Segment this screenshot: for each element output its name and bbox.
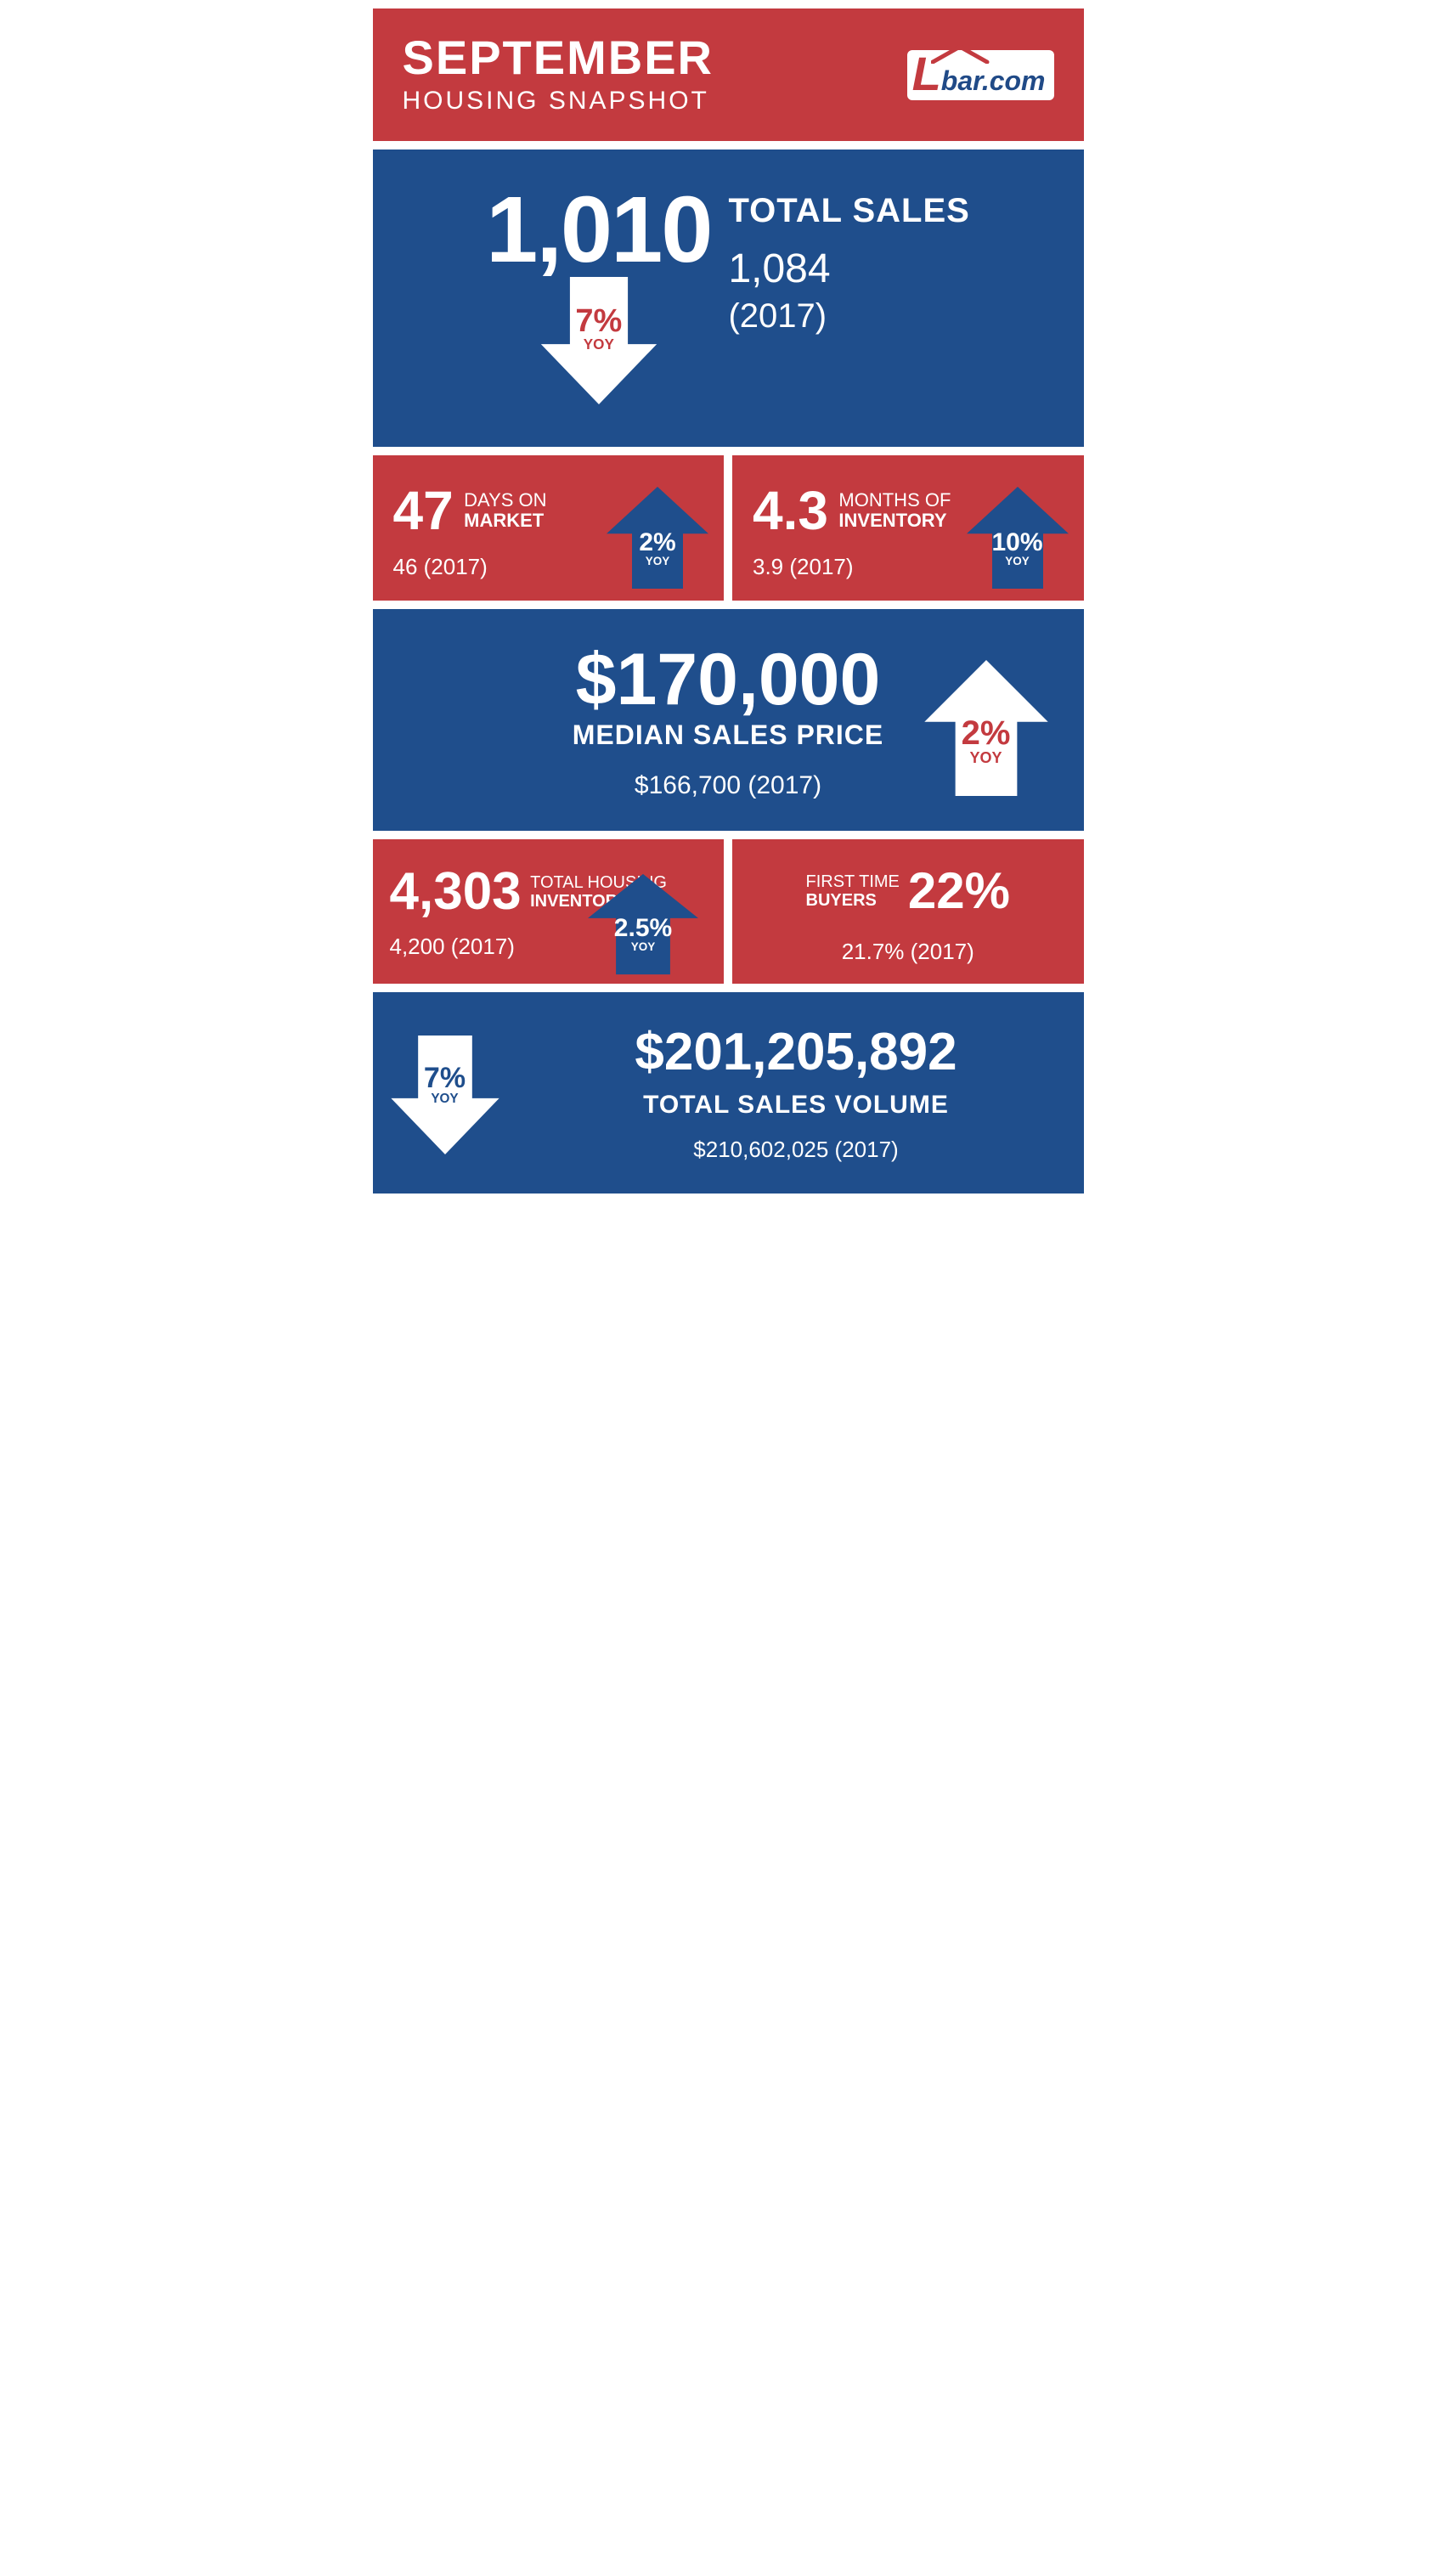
- dom-label-2: MARKET: [464, 510, 544, 531]
- row-market-inventory: 47 DAYS ON MARKET 46 (2017) 2% YOY: [373, 455, 1084, 601]
- total-sales-arrow: 7% YOY: [539, 277, 658, 404]
- row-inventory-ftb: 4,303 TOTAL HOUSING INVENTORY 4,200 (201…: [373, 839, 1084, 984]
- volume-prev: $210,602,025 (2017): [526, 1137, 1067, 1163]
- dom-change-pct: 2%: [639, 530, 675, 556]
- roof-icon: [931, 43, 990, 64]
- volume-value: $201,205,892: [526, 1026, 1067, 1079]
- median-price-arrow: 2% YOY: [923, 660, 1050, 796]
- volume-change-pct: 7%: [424, 1064, 466, 1092]
- header-subtitle: HOUSING SNAPSHOT: [403, 87, 714, 116]
- dom-value: 47: [393, 479, 454, 542]
- logo-text: bar.com: [941, 65, 1046, 97]
- total-sales-prev-year: (2017): [728, 297, 827, 335]
- total-sales-value: 1,010: [486, 183, 711, 277]
- header-panel: SEPTEMBER HOUSING SNAPSHOT L bar.com: [373, 8, 1084, 141]
- moi-arrow: 10% YOY: [967, 487, 1069, 589]
- volume-right: $201,205,892 TOTAL SALES VOLUME $210,602…: [526, 1026, 1067, 1163]
- volume-change-label: YOY: [424, 1092, 466, 1105]
- total-sales-label: TOTAL SALES: [728, 192, 969, 230]
- days-on-market-panel: 47 DAYS ON MARKET 46 (2017) 2% YOY: [373, 455, 725, 601]
- moi-label-2: INVENTORY: [838, 510, 946, 531]
- hi-change-label: YOY: [614, 941, 672, 953]
- ftb-label-2: BUYERS: [806, 891, 877, 910]
- dom-label: DAYS ON MARKET: [464, 490, 546, 531]
- ftb-label: FIRST TIME BUYERS: [806, 872, 900, 910]
- volume-arrow: 7% YOY: [390, 1036, 500, 1154]
- logo: L bar.com: [907, 50, 1054, 100]
- ftb-label-1: FIRST TIME: [806, 872, 900, 891]
- ftb-prev: 21.7% (2017): [749, 939, 1067, 965]
- total-sales-change-label: YOY: [575, 337, 622, 352]
- dom-arrow: 2% YOY: [607, 487, 708, 589]
- total-sales-left: 1,010 7% YOY: [486, 183, 711, 404]
- median-price-panel: $170,000 MEDIAN SALES PRICE $166,700 (20…: [373, 609, 1084, 831]
- volume-label: TOTAL SALES VOLUME: [526, 1091, 1067, 1120]
- median-change-label: YOY: [962, 750, 1011, 765]
- total-sales-change-pct: 7%: [575, 305, 622, 337]
- header-text: SEPTEMBER HOUSING SNAPSHOT: [403, 34, 714, 116]
- infographic: SEPTEMBER HOUSING SNAPSHOT L bar.com 1,0…: [364, 0, 1092, 1210]
- dom-label-1: DAYS ON: [464, 489, 546, 511]
- dom-change-label: YOY: [639, 556, 675, 567]
- hi-value: 4,303: [390, 861, 522, 922]
- moi-value: 4.3: [753, 479, 828, 542]
- moi-label: MONTHS OF INVENTORY: [838, 490, 951, 531]
- sales-volume-panel: 7% YOY $201,205,892 TOTAL SALES VOLUME $…: [373, 992, 1084, 1194]
- housing-inventory-panel: 4,303 TOTAL HOUSING INVENTORY 4,200 (201…: [373, 839, 725, 984]
- hi-change-pct: 2.5%: [614, 916, 672, 941]
- moi-change-pct: 10%: [991, 530, 1042, 556]
- total-sales-panel: 1,010 7% YOY TOTAL SALES 1,084 (2017): [373, 150, 1084, 447]
- total-sales-prev-value: 1,084: [728, 246, 830, 291]
- median-change-pct: 2%: [962, 716, 1011, 750]
- hi-arrow: 2.5% YOY: [588, 873, 698, 975]
- months-inventory-panel: 4.3 MONTHS OF INVENTORY 3.9 (2017) 10% Y…: [732, 455, 1084, 601]
- header-title: SEPTEMBER: [403, 34, 714, 82]
- total-sales-prev: 1,084 (2017): [728, 247, 969, 337]
- moi-change-label: YOY: [991, 556, 1042, 567]
- first-time-buyers-panel: FIRST TIME BUYERS 22% 21.7% (2017): [732, 839, 1084, 984]
- ftb-value: 22%: [908, 861, 1010, 920]
- moi-label-1: MONTHS OF: [838, 489, 951, 511]
- total-sales-right: TOTAL SALES 1,084 (2017): [728, 183, 969, 337]
